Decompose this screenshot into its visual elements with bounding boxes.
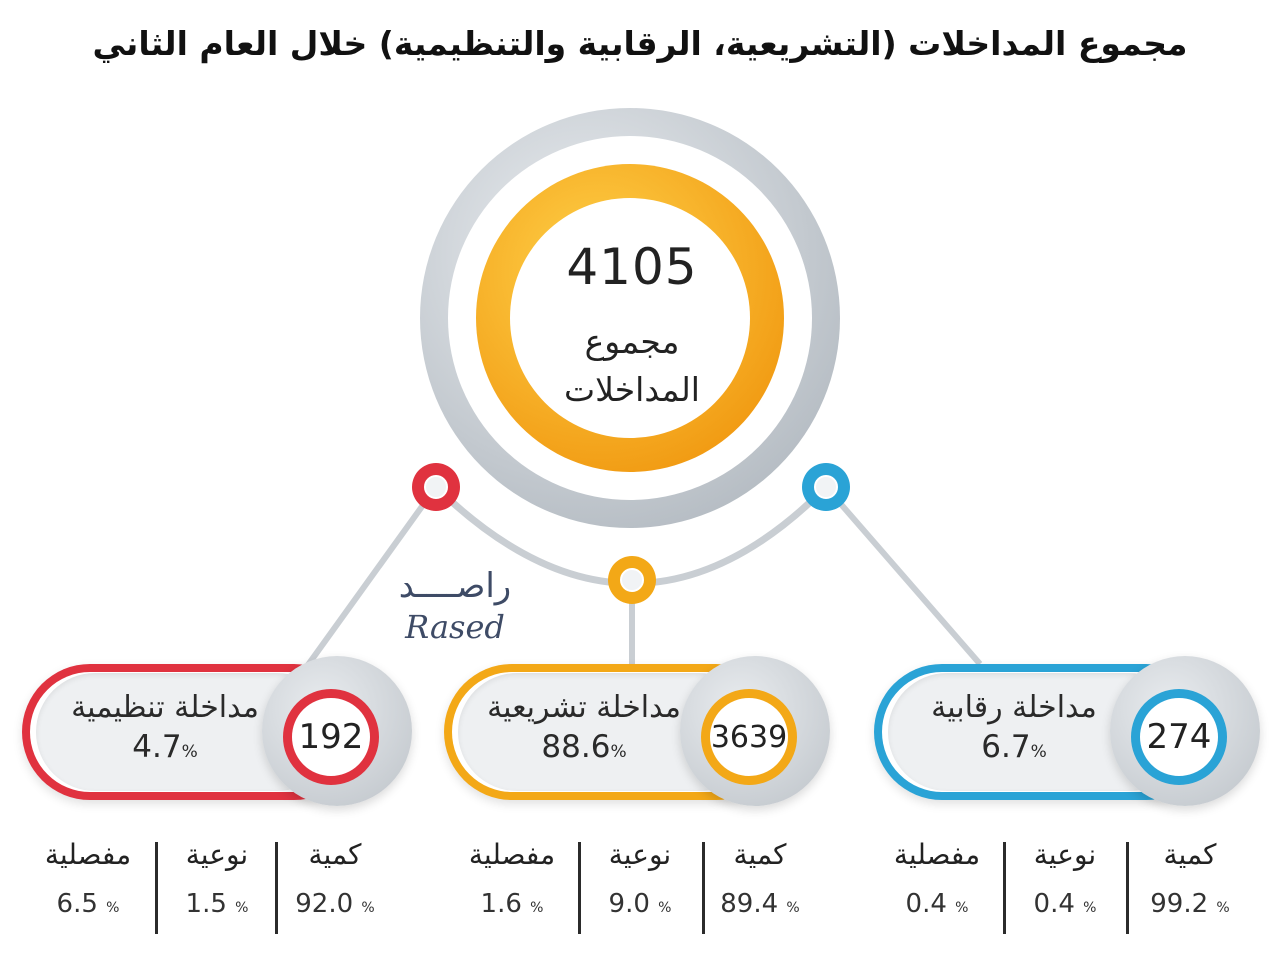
divider <box>1003 842 1006 934</box>
total-label-line1: مجموع <box>584 322 680 361</box>
watermark-latin: Rased <box>405 608 505 646</box>
card-oversight-percent: 6.7% <box>981 729 1047 765</box>
stat-oversight-pivotal: مفصلية 0.4 % <box>893 838 981 919</box>
watermark-arabic: راصــــد <box>398 566 512 606</box>
node-oversight <box>802 463 850 511</box>
node-regulatory <box>412 463 460 511</box>
card-oversight-text: مداخلة رقابية 6.7% <box>894 690 1134 765</box>
stat-oversight-quality: نوعية 0.4 % <box>1033 838 1097 919</box>
total-label: مجموع المداخلات <box>512 318 752 414</box>
connector-line-regulatory <box>297 485 439 678</box>
divider <box>1126 842 1129 934</box>
divider <box>578 842 581 934</box>
card-legislative-count: 3639 <box>701 689 797 785</box>
card-legislative-name: مداخلة تشريعية <box>487 690 681 725</box>
watermark-logo: راصــــد Rased <box>380 566 530 646</box>
stat-regulatory-pivotal: مفصلية 6.5 % <box>44 838 132 919</box>
stat-legislative-quality: نوعية 9.0 % <box>608 838 672 919</box>
card-legislative-text: مداخلة تشريعية 88.6% <box>464 690 704 765</box>
total-value: 4105 <box>566 238 698 296</box>
stat-regulatory-quantity: كمية 92.0 % <box>295 838 375 919</box>
stat-legislative-pivotal: مفصلية 1.6 % <box>468 838 556 919</box>
stat-oversight-quantity: كمية 99.2 % <box>1150 838 1230 919</box>
card-oversight-name: مداخلة رقابية <box>931 690 1097 725</box>
stat-legislative-quantity: كمية 89.4 % <box>720 838 800 919</box>
divider <box>155 842 158 934</box>
divider <box>275 842 278 934</box>
connector-line-oversight <box>823 485 983 666</box>
total-inner-circle <box>510 198 750 438</box>
card-legislative-percent: 88.6% <box>541 729 627 765</box>
card-regulatory-percent: 4.7% <box>132 729 198 765</box>
card-regulatory-text: مداخلة تنظيمية 4.7% <box>40 690 290 765</box>
total-label-line2: المداخلات <box>564 370 700 409</box>
stat-regulatory-quality: نوعية 1.5 % <box>185 838 249 919</box>
page-title: مجموع المداخلات (التشريعية، الرقابية وال… <box>92 24 1188 63</box>
divider <box>702 842 705 934</box>
card-regulatory-count: 192 <box>283 689 379 785</box>
node-legislative <box>608 556 656 604</box>
card-oversight-count: 274 <box>1131 689 1227 785</box>
card-regulatory-name: مداخلة تنظيمية <box>71 690 259 725</box>
